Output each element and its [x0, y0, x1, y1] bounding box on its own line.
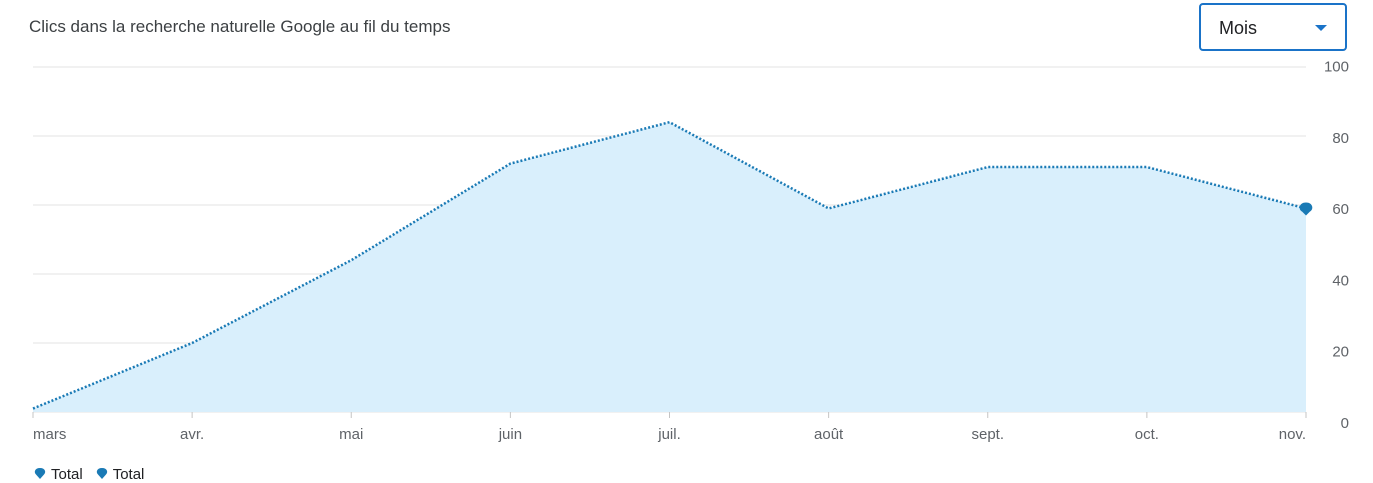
legend-item[interactable]: Total — [33, 466, 83, 483]
x-tick-label: juil. — [657, 426, 681, 443]
area-chart: 0 20 40 60 80 100 mars avr. mai juin juil. août sep… — [32, 59, 1349, 443]
y-tick-label: 60 — [1332, 201, 1349, 218]
x-tick-label: mai — [339, 426, 363, 443]
legend-marker-icon — [96, 467, 107, 479]
x-axis-ticks — [32, 412, 1307, 418]
legend-marker-icon — [34, 467, 46, 479]
period-select[interactable]: Mois — [1199, 3, 1347, 51]
y-axis-labels: 0 20 40 60 80 100 — [1324, 59, 1349, 433]
data-point-marker — [1299, 202, 1313, 216]
chart-title: Clics dans la recherche naturelle Google… — [29, 17, 451, 36]
x-tick-label: oct. — [1135, 426, 1159, 443]
legend-label: Total — [51, 466, 83, 483]
x-tick-label: nov. — [1279, 426, 1306, 443]
y-tick-label: 40 — [1332, 272, 1349, 289]
x-tick-label: avr. — [180, 426, 204, 443]
x-tick-label: mars — [33, 426, 66, 443]
y-tick-label: 20 — [1332, 344, 1349, 361]
end-point-marker — [1299, 202, 1313, 216]
x-tick-label: sept. — [971, 426, 1004, 443]
y-tick-label: 80 — [1332, 130, 1349, 147]
period-select-value: Mois — [1219, 18, 1258, 38]
y-tick-label: 100 — [1324, 59, 1349, 76]
x-axis-labels: mars avr. mai juin juil. août sept. oct. nov. — [33, 426, 1306, 443]
x-tick-label: juin — [498, 426, 522, 443]
series-line — [32, 120, 1307, 410]
legend: Total Total — [33, 466, 144, 483]
y-tick-label: 0 — [1341, 415, 1349, 432]
x-tick-label: août — [814, 426, 844, 443]
legend-item[interactable]: Total — [95, 466, 145, 483]
chevron-down-icon — [1315, 25, 1327, 31]
series-area — [33, 122, 1306, 412]
legend-label: Total — [112, 466, 145, 483]
